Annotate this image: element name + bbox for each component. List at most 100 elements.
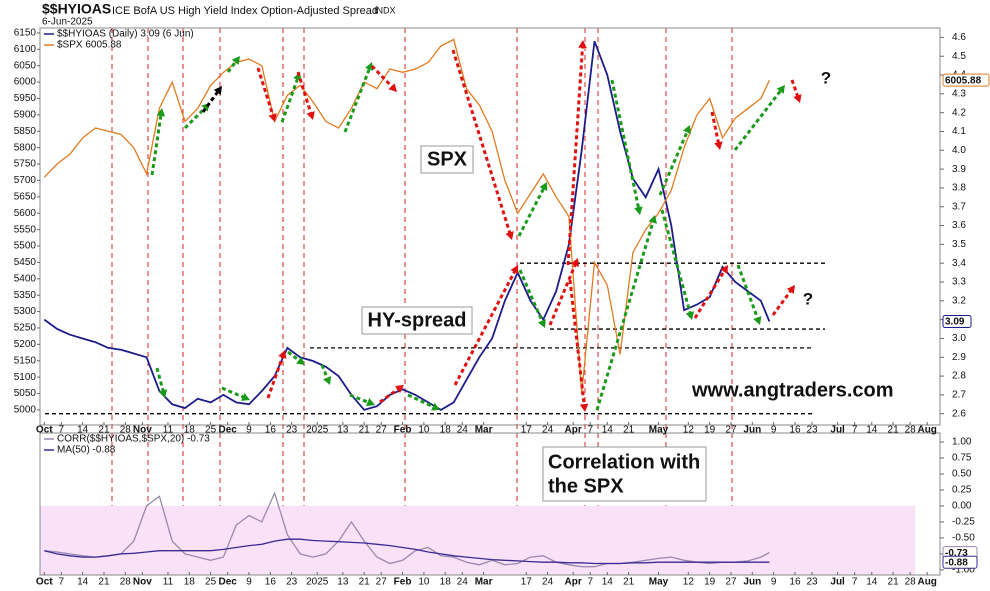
y-tick-label: 5500 — [14, 241, 37, 252]
arrow-shaft — [453, 268, 518, 386]
x-tick-label: 21 — [623, 577, 635, 588]
y-tick-label: 5200 — [14, 339, 37, 350]
y2-tick-label: 4.2 — [952, 107, 966, 118]
legend-entry: MA(50) -0.88 — [57, 445, 116, 456]
x-tick-label: 16 — [265, 577, 277, 588]
arrow-shaft — [221, 386, 246, 400]
arrow-head — [648, 215, 657, 224]
arrow-shaft — [407, 393, 437, 410]
x-tick-label: Aug — [917, 425, 936, 436]
exchange: INDX — [374, 5, 396, 15]
arrow-head — [570, 258, 579, 267]
annotation: ? — [803, 289, 813, 308]
x-tick-label: Feb — [394, 577, 412, 588]
x-tick-label: 13 — [337, 425, 349, 436]
arrow-head — [306, 111, 315, 120]
y-tick-label: 5750 — [14, 159, 37, 170]
legend-entry: CORR($$HYIOAS,$SPX,20) -0.73 — [57, 434, 210, 445]
x-tick-label: Jun — [743, 577, 761, 588]
x-tick-label: 16 — [789, 425, 801, 436]
y-tick-label: 5250 — [14, 323, 37, 334]
y-tick-label: 5000 — [14, 405, 37, 416]
arrow-head — [156, 108, 166, 117]
y2-tick-label: 3.2 — [952, 295, 966, 306]
arrow-head — [213, 86, 222, 95]
annotation-box — [420, 145, 474, 174]
arrow-head — [505, 231, 514, 240]
arrow-shaft — [790, 79, 800, 99]
last-value-label: -0.73 — [945, 548, 968, 559]
arrow-head — [431, 402, 440, 411]
x-tick-label: Apr — [565, 577, 582, 588]
y2-tick-label: 3.5 — [952, 239, 966, 250]
x-tick-label: 21 — [888, 577, 900, 588]
y2-tick-label: 4.5 — [952, 51, 966, 62]
arrow-head — [634, 206, 643, 215]
x-tick-label: 25 — [205, 425, 217, 436]
arrow-shaft — [658, 129, 690, 196]
y-tick-label: 5400 — [14, 273, 37, 284]
arrow-shaft — [548, 262, 578, 326]
x-tick-label: 25 — [205, 577, 217, 588]
annotation: www.angtraders.com — [691, 379, 894, 401]
annotation: Correlation with — [548, 451, 700, 473]
last-value-label: 6005.88 — [945, 75, 982, 86]
x-tick-label: 2025 — [306, 425, 329, 436]
arrow-shaft — [296, 71, 313, 116]
x-tick-label: 23 — [806, 425, 818, 436]
x-tick-label: 21 — [623, 425, 635, 436]
x-tick-label: 9 — [771, 425, 777, 436]
arrow-head — [241, 392, 250, 401]
chart-title: $$HYIOAS — [42, 1, 111, 17]
arrow-head — [158, 389, 168, 398]
arrow-head — [395, 385, 404, 394]
y-tick-label: 5700 — [14, 175, 37, 186]
y2-tick-label: 3.4 — [952, 258, 966, 269]
arrow-shaft — [610, 79, 641, 211]
y-tick-label: 5600 — [14, 208, 37, 219]
x-tick-label: Jul — [830, 577, 845, 588]
arrow-head — [682, 125, 691, 134]
x-tick-label: 11 — [163, 425, 174, 436]
arrow-shaft — [183, 105, 208, 130]
y2-tick-label: 4.0 — [952, 145, 966, 156]
arrow-shaft — [226, 59, 239, 73]
arrow-shaft — [155, 367, 166, 394]
y-tick-label: 0.75 — [952, 453, 972, 464]
arrow-head — [365, 62, 374, 71]
x-tick-label: 21 — [359, 425, 371, 436]
x-tick-label: Mar — [475, 425, 493, 436]
x-tick-label: Dec — [218, 577, 237, 588]
x-tick-label: 21 — [98, 577, 110, 588]
band — [40, 505, 916, 575]
arrow-shaft — [349, 393, 371, 405]
y-tick-label: -1.00 — [952, 565, 975, 576]
x-tick-label: 17 — [521, 577, 533, 588]
x-tick-label: 9 — [246, 577, 252, 588]
x-tick-label: 10 — [418, 577, 430, 588]
x-tick-label: Mar — [475, 577, 493, 588]
annotation: ? — [821, 68, 831, 87]
arrow-shaft — [287, 350, 302, 364]
arrow-shaft — [256, 67, 275, 118]
y-tick-label: -0.50 — [952, 533, 975, 544]
last-value-label: 3.09 — [945, 317, 965, 328]
x-tick-label: 18 — [184, 425, 196, 436]
arrow-head — [579, 403, 589, 412]
x-tick-label: 28 — [120, 577, 132, 588]
y-tick-label: 5150 — [14, 355, 37, 366]
x-tick-label: 28 — [905, 577, 917, 588]
annotation: SPX — [427, 148, 468, 170]
x-tick-label: Apr — [565, 425, 582, 436]
arrow-head — [776, 85, 785, 94]
y2-tick-label: 3.0 — [952, 333, 966, 344]
y-tick-label: 5800 — [14, 142, 37, 153]
last-value-box — [942, 315, 972, 329]
y2-tick-label: 2.7 — [952, 390, 966, 401]
x-tick-label: 2025 — [306, 577, 329, 588]
x-tick-label: 24 — [457, 425, 469, 436]
y-tick-label: 5900 — [14, 110, 37, 121]
y-tick-label: 5300 — [14, 306, 37, 317]
arrow-shaft — [517, 185, 547, 237]
